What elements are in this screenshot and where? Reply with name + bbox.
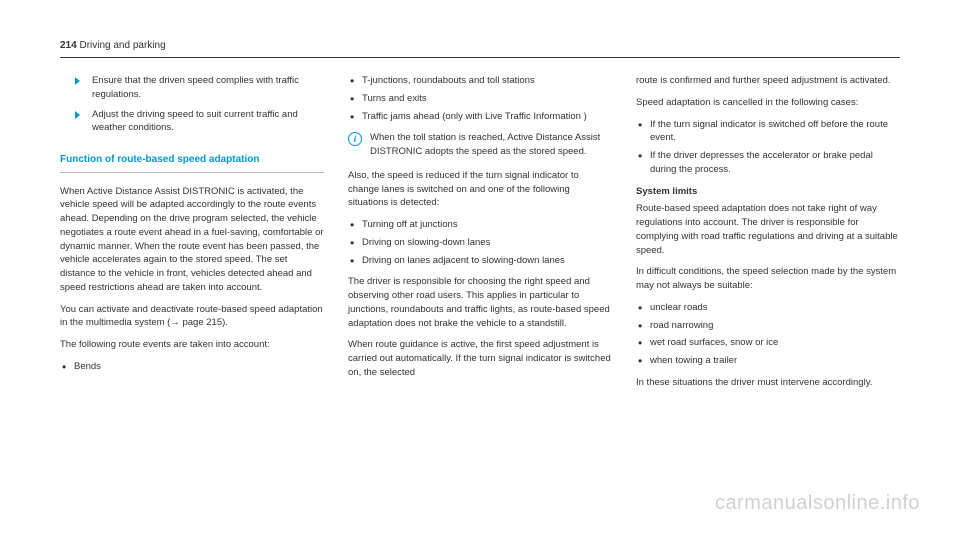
list-item: Driving on lanes adjacent to slowing-dow…	[348, 254, 612, 268]
paragraph: In difficult conditions, the speed selec…	[636, 265, 900, 293]
step-arrow-icon	[74, 110, 84, 120]
paragraph: You can activate and deactivate route-ba…	[60, 303, 324, 331]
bullet-list: unclear roads road narrowing wet road su…	[636, 301, 900, 368]
paragraph: Route-based speed adaptation does not ta…	[636, 202, 900, 257]
watermark: carmanualsonline.info	[715, 492, 920, 515]
header-text: 214 Driving and parking	[60, 40, 900, 51]
list-item: Turns and exits	[348, 92, 612, 106]
paragraph: route is confirmed and further speed adj…	[636, 74, 900, 88]
bullet-list: If the turn signal indicator is switched…	[636, 118, 900, 177]
bullet-list: Bends	[60, 360, 324, 374]
info-text: When the toll station is reached, Active…	[370, 131, 612, 159]
page-number: 214	[60, 40, 77, 51]
column-3: route is confirmed and further speed adj…	[636, 74, 900, 398]
column-2: T-junctions, roundabouts and toll statio…	[348, 74, 612, 398]
subheading: System limits	[636, 185, 900, 199]
content-columns: Ensure that the driven speed complies wi…	[60, 74, 900, 398]
paragraph: When Active Distance Assist DISTRONIC is…	[60, 185, 324, 295]
list-item: Traffic jams ahead (only with Live Traff…	[348, 110, 612, 124]
list-item: when towing a trailer	[636, 354, 900, 368]
step-item: Adjust the driving speed to suit current…	[74, 108, 324, 136]
section-title: Function of route-based speed adaptation	[60, 153, 324, 173]
column-1: Ensure that the driven speed complies wi…	[60, 74, 324, 398]
bullet-list: T-junctions, roundabouts and toll statio…	[348, 74, 612, 123]
step-arrow-icon	[74, 76, 84, 86]
info-box: i When the toll station is reached, Acti…	[348, 131, 612, 159]
list-item: Bends	[60, 360, 324, 374]
section-name: Driving and parking	[79, 40, 165, 51]
paragraph: When route guidance is active, the first…	[348, 338, 612, 379]
bullet-list: Turning off at junctions Driving on slow…	[348, 218, 612, 267]
info-icon: i	[348, 132, 362, 146]
list-item: wet road surfaces, snow or ice	[636, 336, 900, 350]
paragraph: The following route events are taken int…	[60, 338, 324, 352]
list-item: If the driver depresses the accelerator …	[636, 149, 900, 177]
list-item: unclear roads	[636, 301, 900, 315]
step-text: Ensure that the driven speed complies wi…	[92, 74, 324, 102]
paragraph: The driver is responsible for choosing t…	[348, 275, 612, 330]
step-item: Ensure that the driven speed complies wi…	[74, 74, 324, 102]
page-header: 214 Driving and parking	[60, 40, 900, 58]
list-item: T-junctions, roundabouts and toll statio…	[348, 74, 612, 88]
step-text: Adjust the driving speed to suit current…	[92, 108, 324, 136]
list-item: road narrowing	[636, 319, 900, 333]
paragraph: In these situations the driver must inte…	[636, 376, 900, 390]
list-item: If the turn signal indicator is switched…	[636, 118, 900, 146]
list-item: Turning off at junctions	[348, 218, 612, 232]
paragraph: Also, the speed is reduced if the turn s…	[348, 169, 612, 210]
paragraph: Speed adaptation is cancelled in the fol…	[636, 96, 900, 110]
list-item: Driving on slowing-down lanes	[348, 236, 612, 250]
